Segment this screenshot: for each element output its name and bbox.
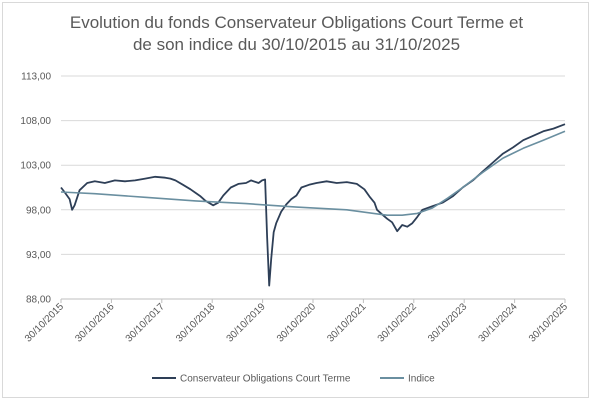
gridlines [61, 75, 565, 255]
series-line-index [60, 130, 566, 216]
legend-label: Indice [408, 374, 435, 385]
legend-label: Conservateur Obligations Court Terme [180, 374, 351, 385]
x-tick-label: 30/10/2024 [477, 301, 520, 344]
x-tick-label: 30/10/2020 [275, 301, 318, 344]
chart-title-line-1: Evolution du fonds Conservateur Obligati… [69, 13, 524, 32]
x-tick-label: 30/10/2015 [23, 301, 66, 344]
y-tick-label: 88,00 [26, 295, 51, 306]
y-tick-label: 113,00 [21, 72, 51, 83]
x-tick-label: 30/10/2018 [174, 301, 217, 344]
y-tick-label: 93,00 [26, 250, 51, 261]
x-tick-label: 30/10/2025 [527, 301, 570, 344]
x-tick-label: 30/10/2016 [73, 301, 116, 344]
x-tick-label: 30/10/2021 [325, 301, 368, 344]
x-tick-label: 30/10/2023 [426, 301, 469, 344]
x-axis [60, 298, 566, 303]
chart-title: Evolution du fonds Conservateur Obligati… [0, 12, 593, 56]
y-tick-label: 103,00 [20, 161, 51, 172]
x-axis-ticks: 30/10/2015 30/10/2016 30/10/2017 30/10/2018… [23, 301, 570, 344]
legend: Conservateur Obligations Court Terme Indi… [152, 374, 435, 385]
x-tick-label: 30/10/2022 [376, 301, 419, 344]
series-line-fund [60, 123, 566, 287]
y-tick-label: 98,00 [26, 205, 51, 216]
chart-frame [2, 2, 589, 398]
x-tick-label: 30/10/2017 [124, 301, 167, 344]
x-tick-label: 30/10/2019 [225, 301, 268, 344]
y-axis-ticks: 113,00 108,00 103,00 98,00 93,00 88,00 [20, 72, 51, 306]
series-lines [60, 123, 566, 287]
y-tick-label: 108,00 [20, 116, 51, 127]
chart-title-line-2: de son indice du 30/10/2015 au 31/10/202… [132, 35, 461, 54]
